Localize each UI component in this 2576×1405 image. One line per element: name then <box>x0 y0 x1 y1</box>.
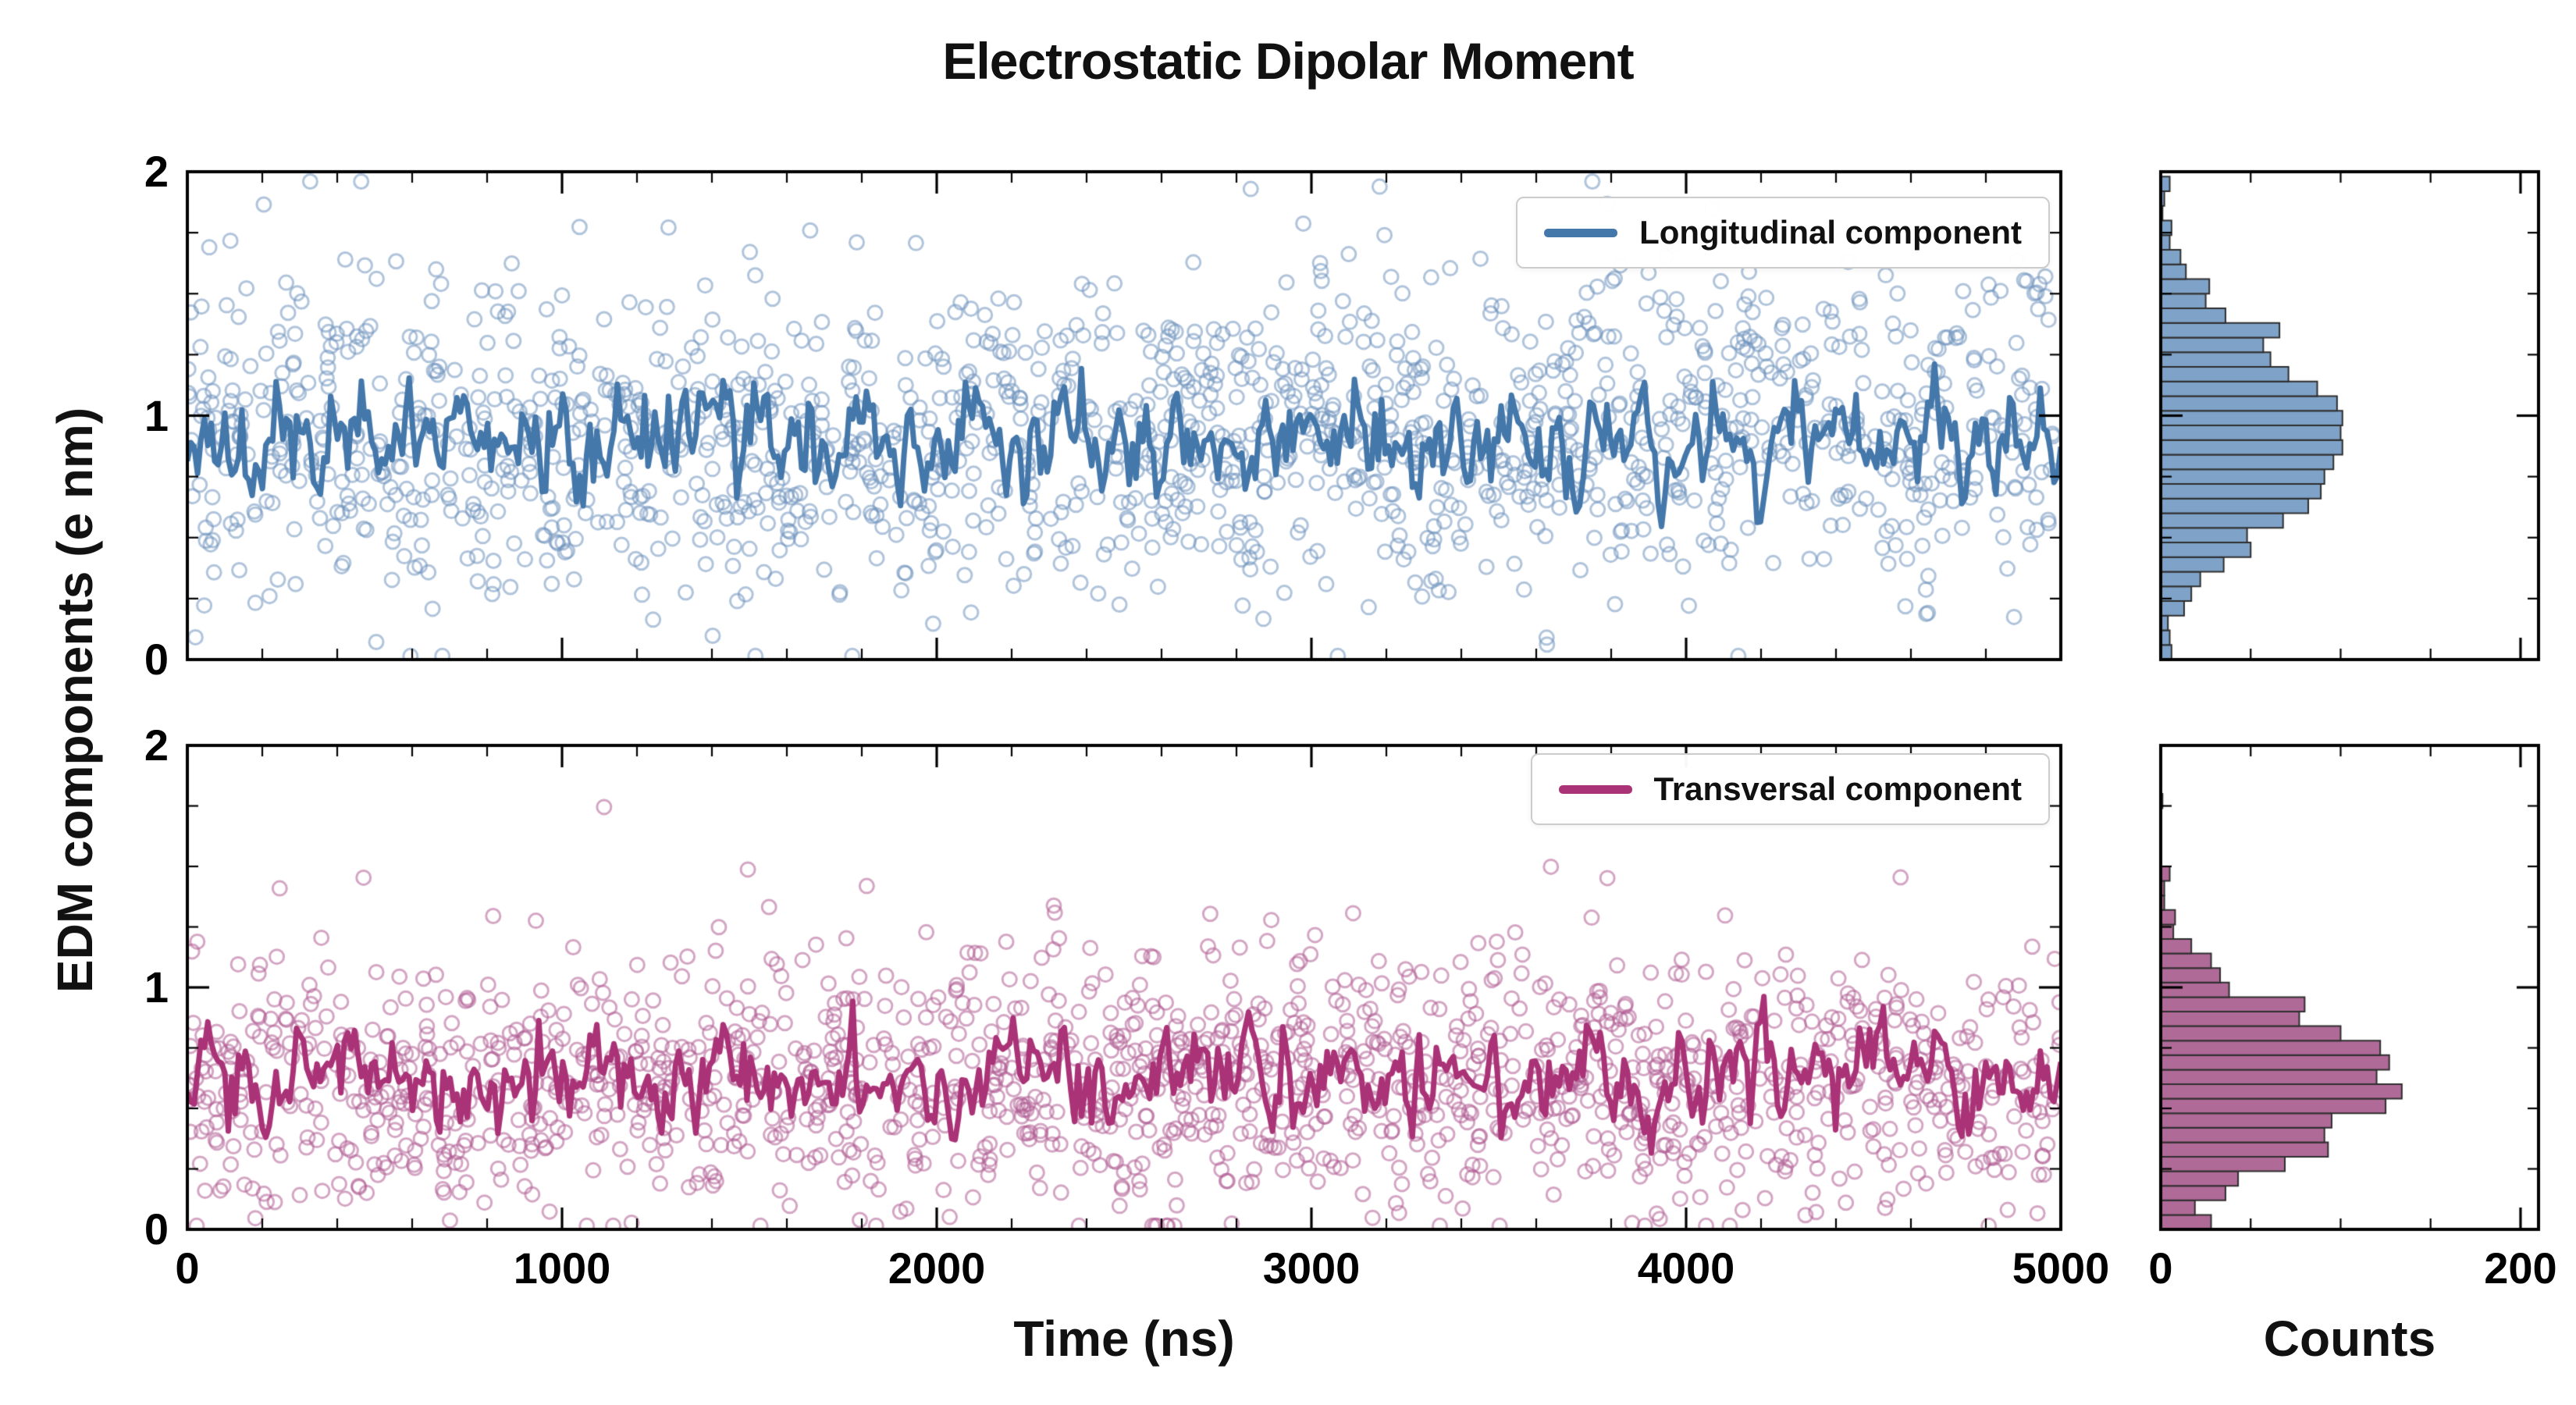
y-tick-label-edm: 1 <box>144 962 169 1012</box>
legend-longitudinal: Longitudinal component <box>1516 197 2050 269</box>
x-tick-label-time: 0 <box>175 1243 200 1293</box>
legend-swatch-longitudinal <box>1544 228 1618 237</box>
x-tick-label-time: 1000 <box>513 1243 611 1293</box>
x-axis-label-counts: Counts <box>2263 1311 2436 1367</box>
figure-title: Electrostatic Dipolar Moment <box>942 32 1634 90</box>
x-tick-label-counts: 0 <box>2148 1243 2173 1293</box>
y-tick-label-edm: 1 <box>144 390 169 440</box>
x-tick-label-time: 5000 <box>2012 1243 2110 1293</box>
x-tick-label-time: 3000 <box>1262 1243 1361 1293</box>
legend-transversal: Transversal component <box>1530 753 2050 825</box>
x-tick-label-counts: 200 <box>2484 1243 2557 1293</box>
y-tick-label-edm: 2 <box>144 720 169 770</box>
x-tick-label-time: 2000 <box>888 1243 986 1293</box>
y-tick-label-edm: 0 <box>144 635 169 684</box>
y-axis-label: EDM components (e nm) <box>47 407 103 994</box>
legend-swatch-transversal <box>1558 784 1632 794</box>
x-tick-label-time: 4000 <box>1637 1243 1735 1293</box>
y-tick-label-edm: 0 <box>144 1204 169 1254</box>
x-axis-label-time: Time (ns) <box>1013 1311 1235 1367</box>
legend-label-longitudinal: Longitudinal component <box>1639 214 2022 251</box>
legend-label-transversal: Transversal component <box>1653 770 2023 807</box>
y-tick-label-edm: 2 <box>144 147 169 196</box>
